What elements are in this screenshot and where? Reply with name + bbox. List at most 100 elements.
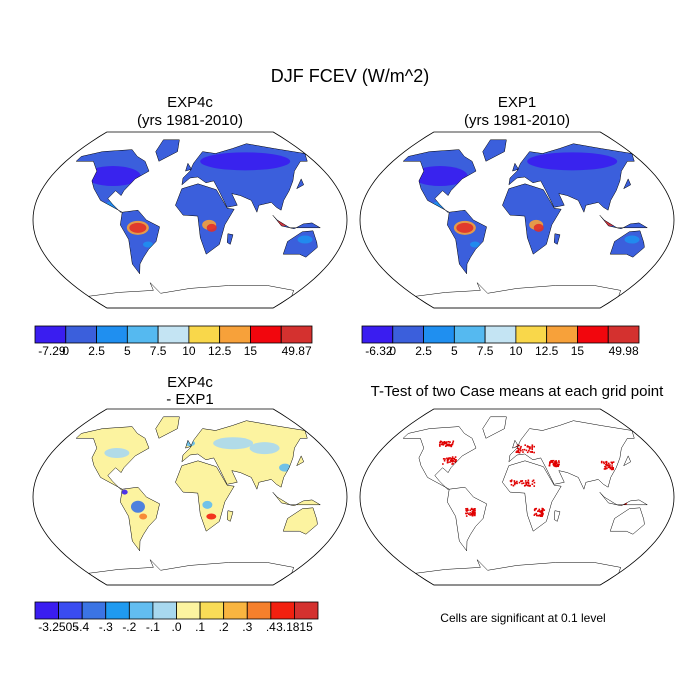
colorbar-box (484, 325, 517, 344)
field-patch (624, 235, 640, 244)
field-patch (85, 166, 141, 186)
land (403, 416, 648, 551)
colorbar-label: 5 (124, 344, 131, 358)
colorbar-box (188, 325, 221, 344)
significant-cell (540, 510, 543, 512)
significant-cell (608, 466, 611, 469)
significant-cell (554, 462, 557, 464)
significant-cell (513, 480, 516, 482)
significant-cell (454, 456, 457, 458)
colorbar-label: 49.98 (609, 344, 639, 358)
panel-title: T-Test of two Case means at each grid po… (371, 383, 664, 400)
significant-cell (525, 483, 528, 486)
significant-cell (541, 512, 544, 515)
colorbar-label: 7.5 (477, 344, 494, 358)
significant-cell (470, 512, 473, 515)
significant-cell (515, 451, 518, 453)
significant-cell (510, 479, 513, 481)
significant-cell (446, 443, 449, 446)
colorbar: -3.2505-.4 -.3 -.2 -.1 .0 .1 .2 .3 .4 3.1815 (34, 601, 319, 634)
colorbar-box (280, 325, 313, 344)
field-patch (297, 235, 313, 244)
significant-cell (439, 442, 441, 444)
significant-cell (471, 508, 474, 511)
field-patch (206, 223, 217, 232)
colorbar-box (361, 325, 394, 344)
significant-cell (527, 481, 530, 484)
significant-cell (541, 507, 544, 510)
field-patch (139, 513, 148, 520)
significant-cell (439, 445, 441, 447)
significant-cell (443, 442, 446, 445)
significant-cell (606, 464, 608, 467)
significant-cell (442, 463, 444, 465)
significant-cell (543, 509, 546, 511)
colorbar-label: 15 (244, 344, 258, 358)
significant-cell (537, 514, 540, 517)
colorbar-label: -.3 (99, 620, 113, 634)
map-border (32, 408, 348, 586)
field-patch (213, 437, 254, 450)
significant-cell (611, 462, 613, 465)
field-patch (469, 241, 480, 248)
significant-cell (539, 514, 542, 517)
colorbar-box (392, 325, 424, 344)
significant-cell (519, 447, 522, 449)
colorbar-label: .3 (242, 620, 252, 634)
map-panel (359, 131, 675, 309)
colorbar-box (270, 601, 295, 620)
significant-cell (523, 448, 526, 451)
significant-cell (469, 514, 471, 516)
significant-cell (443, 459, 446, 462)
colorbar-box (65, 325, 97, 344)
significant-cell (524, 444, 527, 446)
significant-cell (531, 483, 534, 486)
significant-cell (528, 449, 530, 452)
map-border (359, 131, 675, 309)
significant-cell (542, 508, 544, 511)
significant-cell (453, 458, 456, 461)
significant-cell (519, 449, 522, 452)
significant-cell (549, 461, 552, 463)
colorbar: -6.320 2.5 5 7.5 10 12.5 15 49.98 (361, 325, 640, 358)
colorbar-label: -6.32 (365, 344, 393, 358)
significant-cell (517, 448, 520, 450)
significant-cell (557, 464, 560, 466)
significant-cell (551, 461, 554, 464)
significant-cell (465, 512, 468, 515)
colorbar-label: -3.2505 (38, 620, 79, 634)
significant-cell (471, 514, 474, 517)
significant-cell (444, 445, 447, 448)
significant-cell (516, 482, 518, 485)
significant-cell (557, 465, 560, 468)
significant-cell (510, 483, 513, 486)
significant-cell (536, 514, 538, 517)
significant-cell (533, 481, 536, 484)
significant-cell (446, 444, 449, 447)
significant-cell (451, 457, 454, 460)
coastline (402, 416, 649, 552)
significant-cell (607, 466, 610, 469)
significant-cell (533, 485, 536, 487)
significant-cell (531, 447, 533, 449)
panel-subtitle: - EXP1 (166, 391, 214, 408)
colorbar-box (126, 325, 159, 344)
significant-cell (540, 512, 543, 515)
field-patch (527, 152, 618, 171)
significant-cell (531, 451, 533, 453)
significant-cell (603, 468, 606, 470)
significant-cell (450, 457, 453, 460)
significant-cell (538, 508, 541, 511)
significant-cell (529, 447, 531, 450)
significant-cell (533, 509, 536, 512)
significant-cell (446, 458, 449, 461)
significant-cell (526, 445, 529, 448)
significant-cell (521, 480, 524, 482)
coastline (75, 416, 322, 552)
panel-title: EXP4c (167, 374, 213, 391)
field-patch (533, 223, 544, 232)
significant-cell (541, 511, 544, 514)
note: Cells are significant at 0.1 level (440, 611, 605, 625)
field-patch (129, 222, 147, 233)
significant-cell (527, 479, 530, 482)
